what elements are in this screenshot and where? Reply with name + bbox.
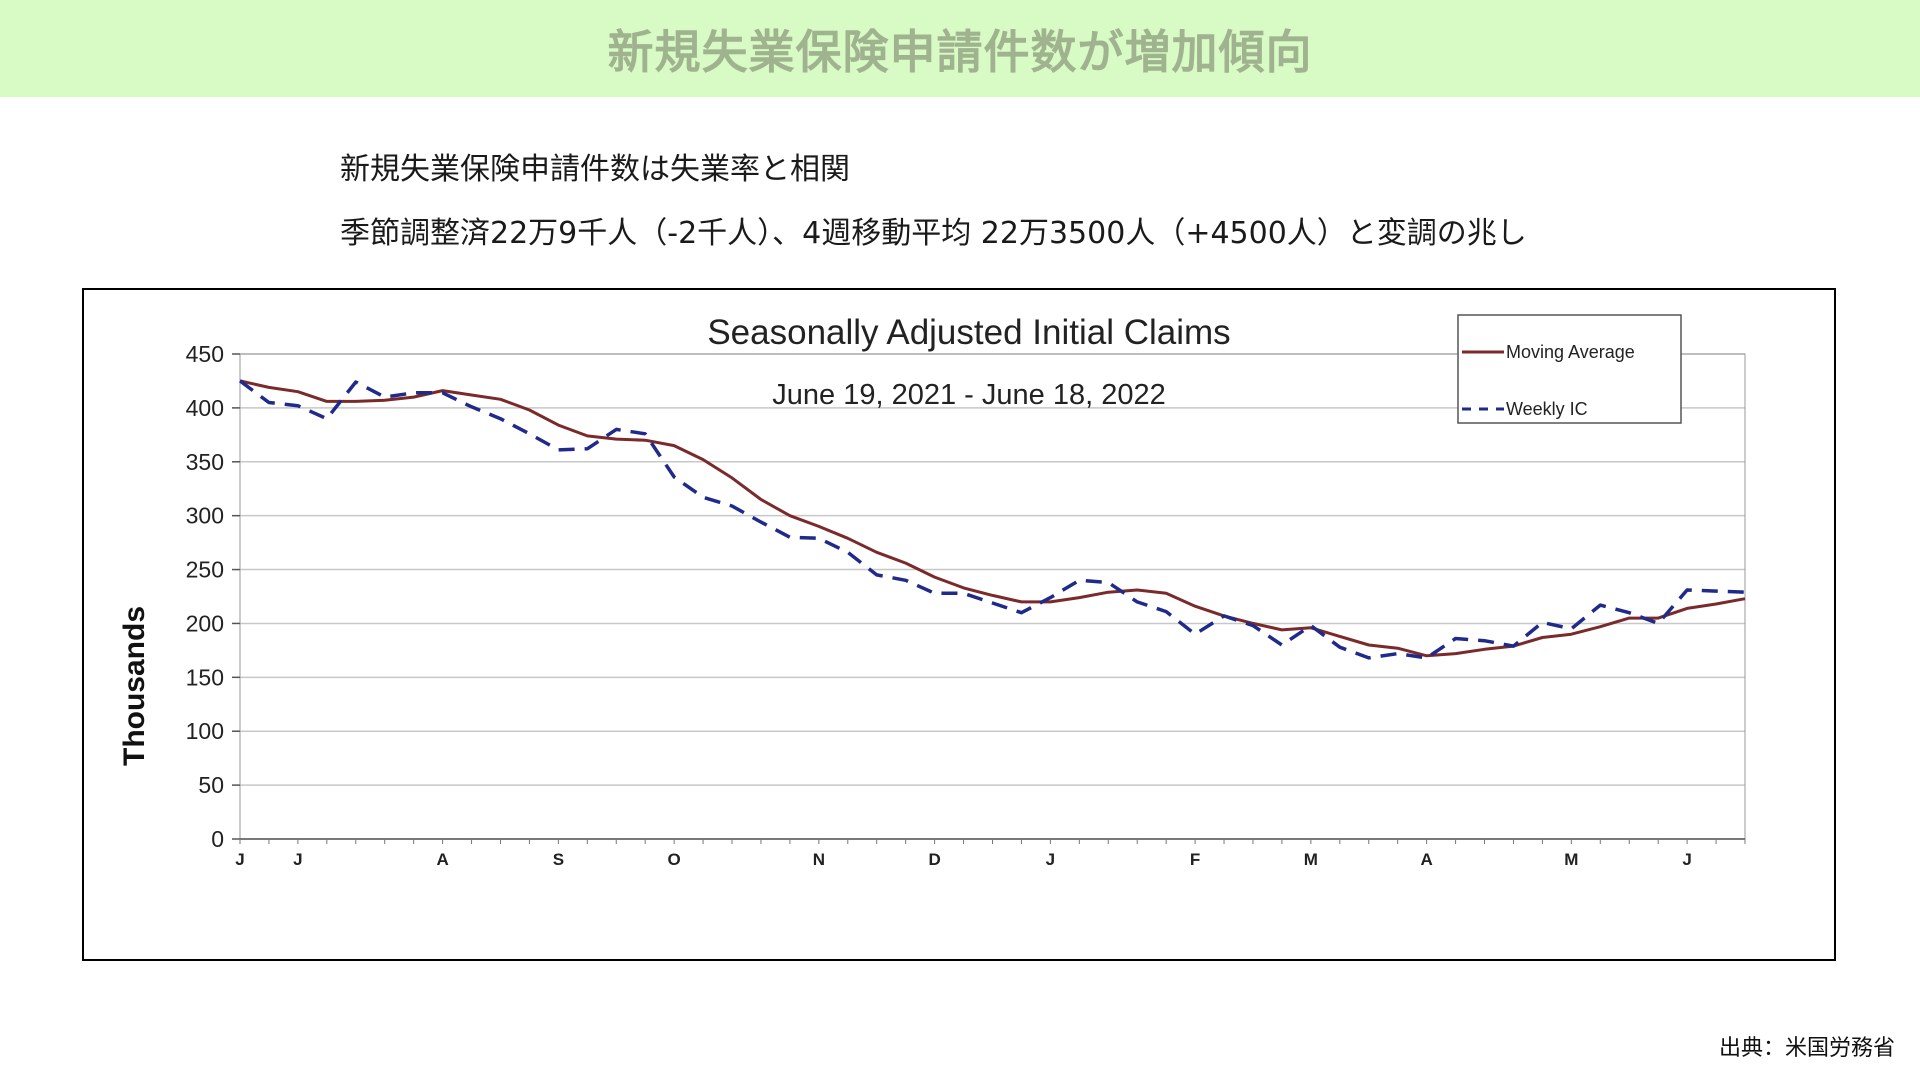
header-banner: 新規失業保険申請件数が増加傾向 bbox=[0, 0, 1920, 97]
x-tick-label: A bbox=[1420, 850, 1432, 869]
y-tick-label: 150 bbox=[186, 664, 224, 690]
chart-legend: Moving Average Weekly IC bbox=[1457, 314, 1682, 424]
series-line-moving-average bbox=[239, 379, 1746, 658]
chart-svg: 0 50 100 150 200 250 300 350 400 450 J J A S O N D J F M A M J… bbox=[118, 313, 1746, 869]
y-tick-label: 0 bbox=[211, 826, 224, 852]
legend-label-weekly-ic: Weekly IC bbox=[1506, 399, 1588, 419]
y-axis-label: Thousands bbox=[118, 606, 151, 766]
chart-frame: 0 50 100 150 200 250 300 350 400 450 J J A S O N D J F M A M J… bbox=[82, 288, 1836, 961]
x-tick-label: A bbox=[436, 850, 448, 869]
y-tick-label: 100 bbox=[186, 718, 224, 744]
x-tick-label: J bbox=[1046, 850, 1055, 869]
y-tick-label: 300 bbox=[186, 503, 224, 529]
y-tick-label: 350 bbox=[186, 449, 224, 475]
chart-axes: 0 50 100 150 200 250 300 350 400 450 J J A S O N D J F M A M J bbox=[186, 341, 1746, 869]
x-tick-label: M bbox=[1304, 850, 1318, 869]
x-tick-label: S bbox=[553, 850, 564, 869]
y-tick-label: 450 bbox=[186, 341, 224, 367]
x-tick-label: N bbox=[813, 850, 825, 869]
x-tick-label: O bbox=[668, 850, 681, 869]
y-tick-label: 50 bbox=[198, 772, 224, 798]
x-tick-label: J bbox=[293, 850, 302, 869]
intro-text: 新規失業保険申請件数は失業率と相関 季節調整済22万9千人（-2千人）、4週移動… bbox=[340, 138, 1527, 266]
intro-line-1: 新規失業保険申請件数は失業率と相関 bbox=[340, 152, 850, 187]
legend-label-moving-average: Moving Average bbox=[1506, 342, 1635, 362]
page-title: 新規失業保険申請件数が増加傾向 bbox=[607, 24, 1313, 79]
x-tick-label: J bbox=[1682, 850, 1691, 869]
y-tick-label: 250 bbox=[186, 557, 224, 583]
source-note: 出典：米国労務省 bbox=[1718, 1036, 1895, 1061]
y-tick-label: 400 bbox=[186, 395, 224, 421]
chart-series bbox=[238, 379, 1746, 660]
x-tick-label: F bbox=[1190, 850, 1200, 869]
x-tick-label: D bbox=[928, 850, 940, 869]
x-tick-label: M bbox=[1564, 850, 1578, 869]
series-line-weekly-ic bbox=[238, 379, 1746, 660]
intro-line-2: 季節調整済22万9千人（-2千人）、4週移動平均 22万3500人（+4500人… bbox=[340, 216, 1527, 251]
y-tick-label: 200 bbox=[186, 610, 224, 636]
x-tick-label: J bbox=[235, 850, 244, 869]
chart-title: Seasonally Adjusted Initial Claims bbox=[707, 313, 1230, 352]
chart-subtitle: June 19, 2021 - June 18, 2022 bbox=[772, 379, 1165, 411]
